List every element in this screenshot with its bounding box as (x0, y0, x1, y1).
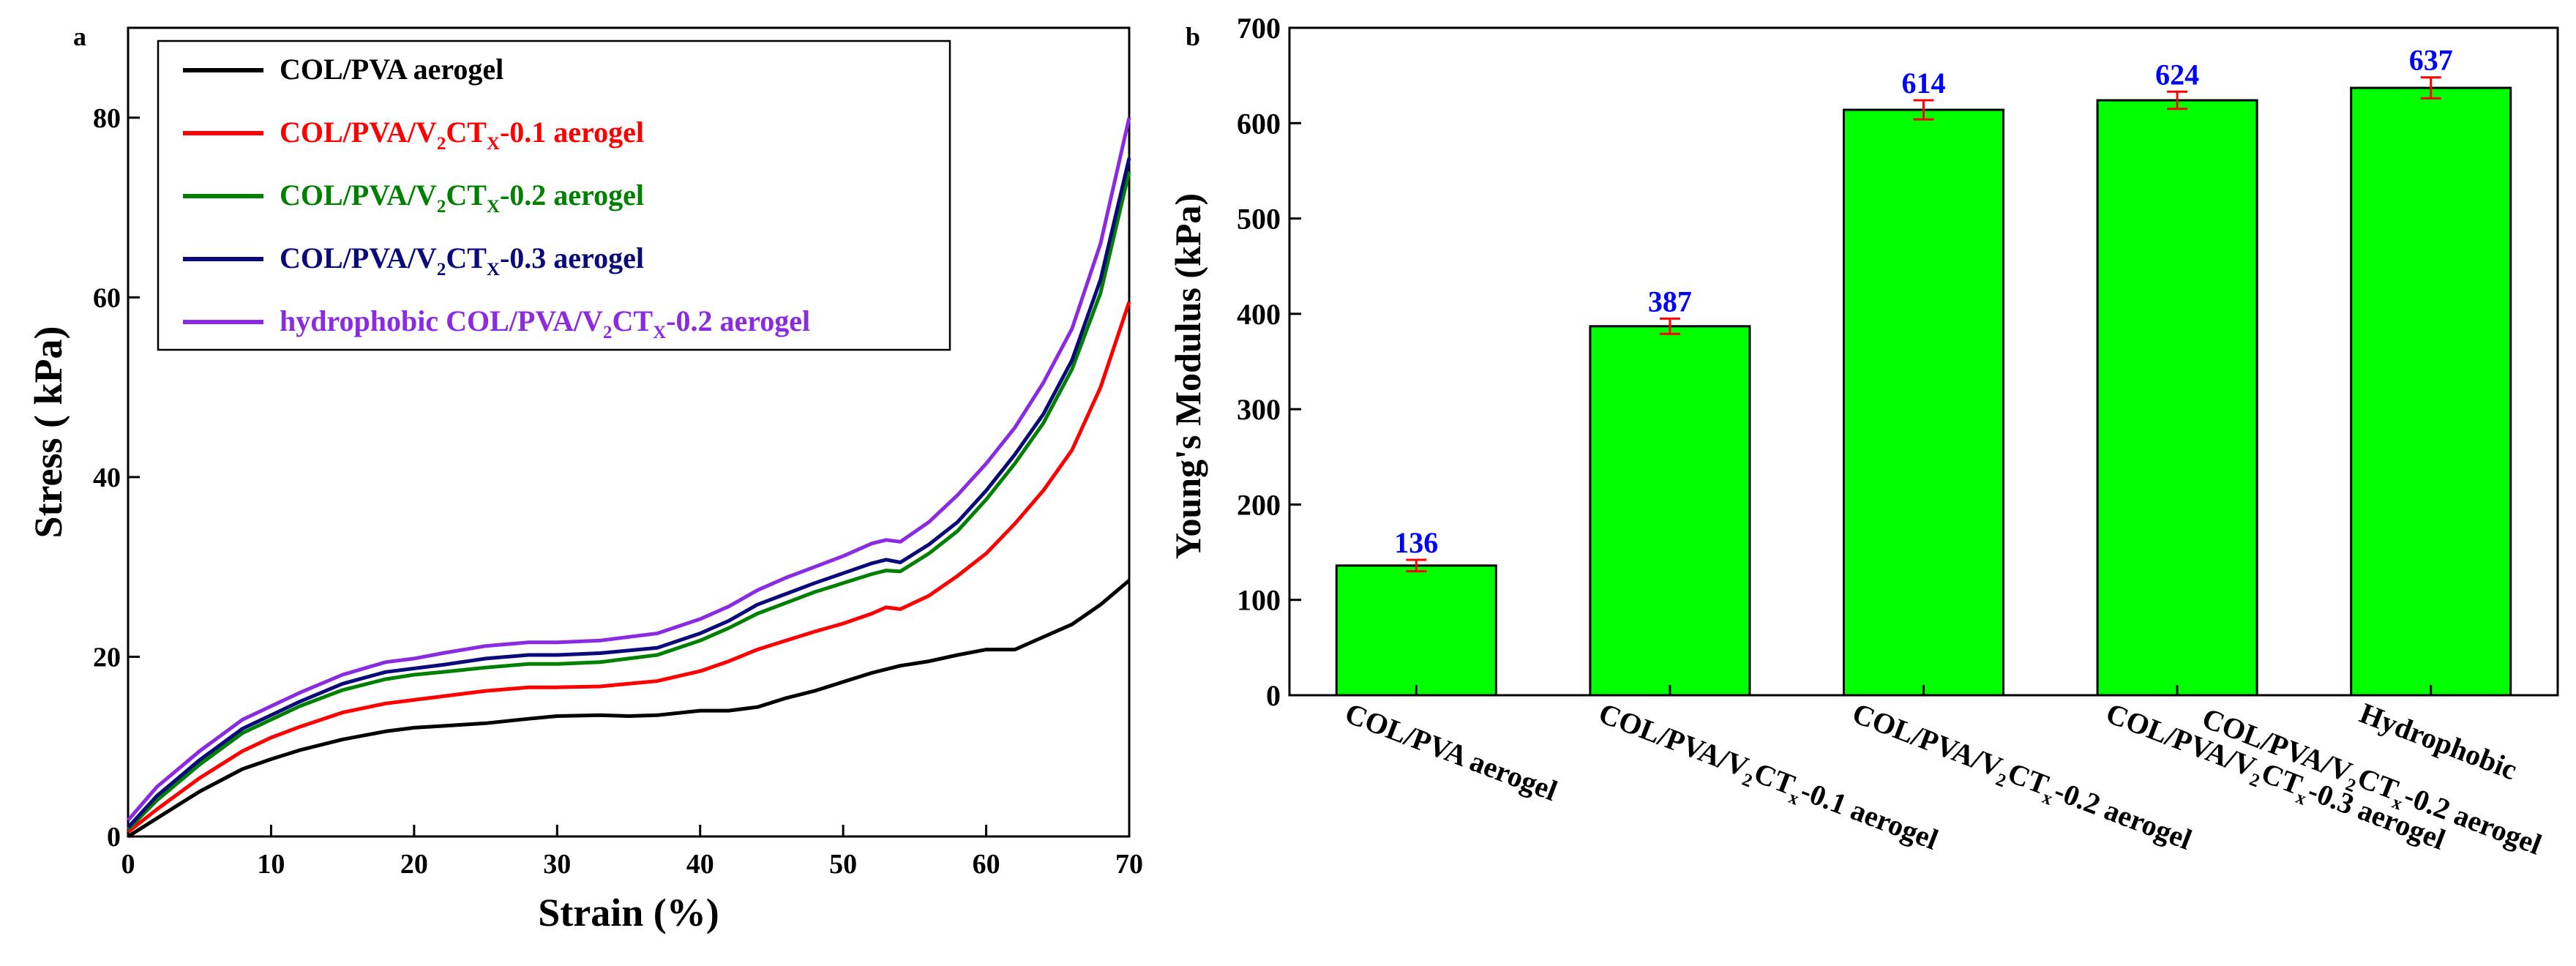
panel-a-label: a (73, 22, 86, 51)
y-tick-label: 200 (1237, 488, 1281, 521)
panel-b-y-axis-label: Young's Modulus (kPa) (1167, 193, 1208, 559)
panel-b-bar-chart: b 0 100 200 300 400 500 600 700 136 387 614 624 637… (1167, 12, 2559, 861)
x-tick-label: 10 (257, 849, 285, 880)
y-tick-label: 20 (93, 642, 121, 673)
y-tick-label: 700 (1237, 12, 1281, 45)
panel-a-y-axis-label: Stress ( kPa) (26, 326, 70, 539)
x-tick-label: 50 (829, 849, 857, 880)
x-tick-label: COL/PVA aerogel (1341, 696, 1562, 807)
value-label: 637 (2409, 44, 2453, 77)
value-label: 136 (1394, 526, 1438, 559)
y-tick-label: 60 (93, 282, 121, 313)
value-label: 614 (1902, 67, 1946, 100)
panel-b-bars: 136 387 614 624 637 (1335, 44, 2512, 697)
x-tick-label: 70 (1115, 849, 1143, 880)
series-line-2 (127, 301, 1131, 834)
panel-b-y-axis: 0 100 200 300 400 500 600 700 (1237, 12, 1301, 712)
y-tick-label: 500 (1237, 203, 1281, 236)
series-line-1 (127, 579, 1131, 839)
legend-entry: COL/PVA aerogel (280, 53, 503, 86)
panel-a-x-axis: 0 10 20 30 40 50 60 70 (121, 825, 1143, 880)
x-tick-label: 40 (686, 849, 714, 880)
x-tick-label: 30 (543, 849, 571, 880)
legend-entry: COL/PVA/V2CTX-0.1 aerogel (280, 116, 644, 154)
legend-entry: COL/PVA/V2CTX-0.3 aerogel (280, 242, 644, 280)
bar (1589, 325, 1751, 697)
y-tick-label: 400 (1237, 298, 1281, 331)
x-tick-label: 0 (121, 849, 135, 880)
bar (2350, 86, 2512, 697)
panel-a-plot-frame (127, 26, 1131, 838)
y-tick-label: 600 (1237, 107, 1281, 140)
value-label: 624 (2155, 58, 2199, 91)
y-tick-label: 0 (107, 822, 121, 853)
value-label: 387 (1648, 285, 1692, 318)
y-tick-label: 100 (1237, 584, 1281, 617)
panel-b-x-axis: COL/PVA aerogel COL/PVA/V2CTx-0.1 aerogel… (1341, 685, 2546, 861)
y-tick-label: 0 (1266, 679, 1281, 712)
bar (2096, 99, 2258, 697)
y-tick-label: 40 (93, 463, 121, 493)
x-tick-label: 60 (973, 849, 1000, 880)
legend-box (157, 40, 951, 351)
series-line-3 (127, 171, 1131, 831)
bar (1843, 108, 2004, 697)
panel-b-label: b (1186, 22, 1200, 51)
legend-entry: hydrophobic COL/PVA/V2CTX-0.2 aerogel (280, 304, 810, 342)
series-line-4 (127, 157, 1131, 829)
series-line-5 (127, 117, 1131, 822)
legend-entry: COL/PVA/V2CTX-0.2 aerogel (280, 179, 644, 217)
x-tick-label: 20 (400, 849, 428, 880)
panel-a-y-axis: 0 20 40 60 80 (93, 103, 140, 853)
panel-a-series-lines (127, 117, 1131, 839)
panel-a-legend: COL/PVA aerogel COL/PVA/V2CTX-0.1 aerogel… (157, 40, 951, 351)
y-tick-label: 80 (93, 103, 121, 134)
panel-a-line-chart: a 0 10 20 30 40 50 60 70 0 20 40 60 80 Strain (%) S… (26, 22, 1143, 935)
y-tick-label: 300 (1237, 393, 1281, 426)
bar (1335, 564, 1497, 697)
panel-a-x-axis-label: Strain (%) (538, 891, 719, 935)
